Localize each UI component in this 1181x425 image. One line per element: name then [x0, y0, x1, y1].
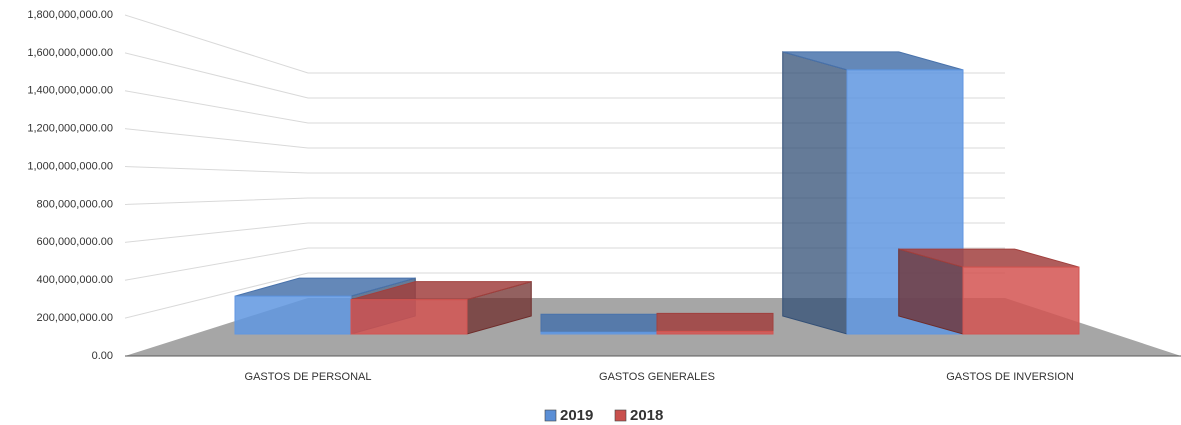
- y-tick-label: 200,000,000.00: [37, 312, 113, 324]
- bar-group: [898, 248, 1080, 335]
- legend-swatch: [614, 409, 627, 422]
- x-tick-label: GASTOS DE PERSONAL: [245, 371, 372, 383]
- grid-line: [124, 166, 1005, 174]
- bar: [656, 330, 774, 335]
- y-tick-label: 400,000,000.00: [37, 274, 113, 286]
- bar-group: [782, 51, 964, 335]
- y-tick-label: 1,600,000,000.00: [27, 47, 113, 59]
- bar-side: [782, 51, 848, 335]
- grid-line: [124, 197, 1005, 205]
- grid-line: [124, 128, 1005, 149]
- bar-group: [540, 313, 658, 335]
- bar: [540, 331, 658, 335]
- bar-group: [656, 312, 774, 335]
- y-tick-label: 1,200,000,000.00: [27, 123, 113, 135]
- grid-line: [124, 14, 1005, 74]
- bar-top: [656, 312, 774, 332]
- y-tick-label: 800,000,000.00: [37, 198, 113, 210]
- y-tick-label: 0.00: [92, 350, 113, 362]
- grid-line: [124, 52, 1005, 99]
- bar-top: [540, 313, 658, 333]
- y-tick-label: 600,000,000.00: [37, 236, 113, 248]
- grid-line: [124, 247, 1005, 281]
- bar: [962, 266, 1080, 335]
- y-tick-label: 1,000,000,000.00: [27, 160, 113, 172]
- grid-line: [124, 272, 1005, 319]
- x-tick-label: GASTOS GENERALES: [599, 371, 715, 383]
- bar: [234, 295, 352, 335]
- y-tick-label: 1,800,000,000.00: [27, 9, 113, 21]
- grid-line: [124, 90, 1005, 124]
- bar-group: [350, 280, 532, 335]
- x-tick-label: GASTOS DE INVERSION: [946, 371, 1074, 383]
- grid-line: [124, 222, 1005, 243]
- y-tick-label: 1,400,000,000.00: [27, 85, 113, 97]
- legend-swatch: [544, 409, 557, 422]
- bar: [350, 299, 468, 335]
- legend-label: 2019: [560, 407, 593, 424]
- legend-label: 2018: [630, 407, 663, 424]
